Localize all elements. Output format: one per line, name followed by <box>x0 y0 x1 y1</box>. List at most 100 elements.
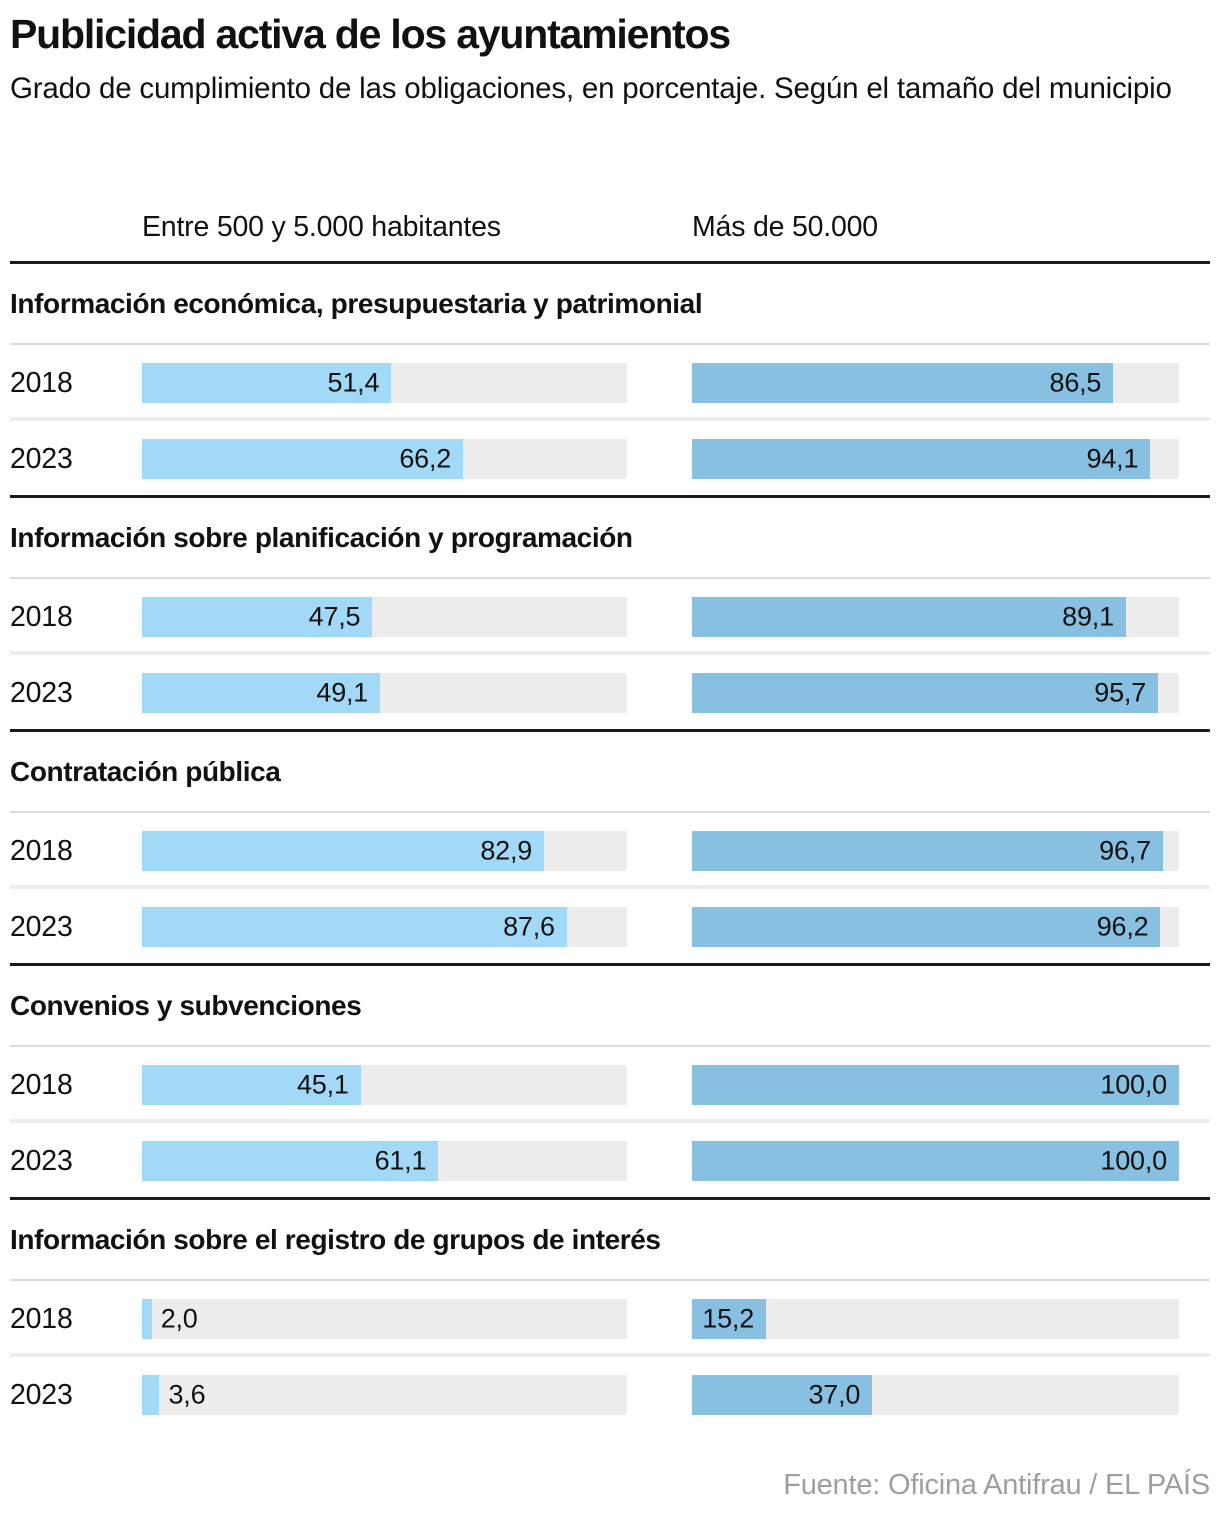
bar-large-municipalities: 95,7 <box>692 673 1159 713</box>
bar-track-large-municipalities: 15,2 <box>692 1299 1179 1339</box>
row-separator <box>10 417 1210 421</box>
section-title: Convenios y subvenciones <box>10 990 362 1021</box>
bar-large-municipalities: 89,1 <box>692 597 1126 637</box>
bar-track-small-municipalities: 47,5 <box>142 597 627 637</box>
year-label: 2018 <box>10 835 73 867</box>
value-label-large-municipalities: 100,0 <box>1100 1145 1167 1176</box>
year-label: 2023 <box>10 677 73 709</box>
value-label-small-municipalities: 87,6 <box>503 911 555 942</box>
section-rows: 2018 45,1 100,0 2023 61,1 100,0 <box>0 963 1220 1197</box>
value-label-small-municipalities: 61,1 <box>374 1145 427 1176</box>
bar-small-municipalities: 87,6 <box>142 907 567 947</box>
bar-track-large-municipalities: 96,7 <box>692 831 1179 871</box>
value-label-small-municipalities: 51,4 <box>327 367 380 398</box>
row-separator <box>10 885 1210 889</box>
year-label: 2018 <box>10 601 73 633</box>
section: Convenios y subvenciones 2018 45,1 100,0… <box>0 963 1220 1197</box>
value-label-large-municipalities: 96,7 <box>1099 835 1151 866</box>
section-rows: 2018 2,0 15,2 2023 3,6 37,0 <box>0 1197 1220 1431</box>
section-header-rule <box>10 811 1210 813</box>
bar-large-municipalities: 100,0 <box>692 1065 1179 1105</box>
bar-track-small-municipalities: 66,2 <box>142 439 627 479</box>
bar-track-small-municipalities: 61,1 <box>142 1141 627 1181</box>
bar-track-small-municipalities: 51,4 <box>142 363 627 403</box>
bar-small-municipalities: 61,1 <box>142 1141 439 1181</box>
section-top-rule <box>10 729 1210 732</box>
bar-large-municipalities: 94,1 <box>692 439 1151 479</box>
bar-row: 2023 49,1 95,7 <box>0 673 1220 713</box>
bar-large-municipalities: 96,7 <box>692 831 1163 871</box>
source-credit: Fuente: Oficina Antifrau / EL PAÍS <box>783 1469 1210 1501</box>
section-top-rule <box>10 495 1210 498</box>
bar-small-municipalities: 82,9 <box>142 831 545 871</box>
section-rows: 2018 51,4 86,5 2023 66,2 94,1 <box>0 261 1220 495</box>
bar-track-small-municipalities: 45,1 <box>142 1065 627 1105</box>
section-title: Información sobre planificación y progra… <box>10 522 633 553</box>
bar-small-municipalities: 47,5 <box>142 597 373 637</box>
bar-row: 2023 87,6 96,2 <box>0 907 1220 947</box>
value-label-large-municipalities: 37,0 <box>808 1379 861 1410</box>
year-label: 2023 <box>10 443 73 475</box>
bar-row: 2023 61,1 100,0 <box>0 1141 1220 1181</box>
year-label: 2023 <box>10 1145 73 1177</box>
bar-track-small-municipalities: 2,0 <box>142 1299 627 1339</box>
row-separator <box>10 1119 1210 1123</box>
value-label-large-municipalities: 94,1 <box>1086 443 1139 474</box>
value-label-large-municipalities: 89,1 <box>1062 601 1114 632</box>
value-label-large-municipalities: 96,2 <box>1096 911 1149 942</box>
year-label: 2023 <box>10 911 73 943</box>
value-label-large-municipalities: 100,0 <box>1100 1069 1167 1100</box>
value-label-small-municipalities: 2,0 <box>160 1303 198 1334</box>
bar-small-municipalities: 45,1 <box>142 1065 361 1105</box>
value-label-large-municipalities: 15,2 <box>702 1303 755 1334</box>
section-header-rule <box>10 343 1210 345</box>
bar-small-municipalities: 66,2 <box>142 439 464 479</box>
section-top-rule <box>10 1197 1210 1200</box>
bar-track-large-municipalities: 94,1 <box>692 439 1179 479</box>
value-label-small-municipalities: 45,1 <box>296 1069 349 1100</box>
year-label: 2018 <box>10 1069 73 1101</box>
bar-row: 2018 82,9 96,7 <box>0 831 1220 871</box>
section-top-rule <box>10 261 1210 264</box>
bar-track-large-municipalities: 100,0 <box>692 1141 1179 1181</box>
section-header-rule <box>10 1045 1210 1047</box>
row-separator <box>10 1353 1210 1357</box>
bar-row: 2018 45,1 100,0 <box>0 1065 1220 1105</box>
chart-title: Publicidad activa de los ayuntamientos <box>10 11 731 57</box>
bar-track-large-municipalities: 86,5 <box>692 363 1179 403</box>
section-title: Contratación pública <box>10 756 281 787</box>
section: Información económica, presupuestaria y … <box>0 261 1220 495</box>
bar-track-small-municipalities: 87,6 <box>142 907 627 947</box>
bar-large-municipalities: 86,5 <box>692 363 1114 403</box>
bar-row: 2018 51,4 86,5 <box>0 363 1220 403</box>
bar-small-municipalities: 2,0 <box>142 1299 198 1339</box>
section-title: Información sobre el registro de grupos … <box>10 1224 661 1255</box>
value-label-small-municipalities: 47,5 <box>308 601 361 632</box>
bar-track-large-municipalities: 95,7 <box>692 673 1179 713</box>
bar-large-municipalities: 96,2 <box>692 907 1161 947</box>
bar-small-municipalities: 51,4 <box>142 363 392 403</box>
bar-small-municipalities: 3,6 <box>142 1375 206 1415</box>
chart-sections: Información económica, presupuestaria y … <box>0 261 1220 1431</box>
bar-track-large-municipalities: 96,2 <box>692 907 1179 947</box>
column-header-large-municipalities: Más de 50.000 <box>692 211 878 243</box>
bar-large-municipalities: 15,2 <box>692 1299 767 1339</box>
bar-row: 2018 47,5 89,1 <box>0 597 1220 637</box>
bar-large-municipalities: 100,0 <box>692 1141 1179 1181</box>
section: Información sobre planificación y progra… <box>0 495 1220 729</box>
column-header-small-municipalities: Entre 500 y 5.000 habitantes <box>142 211 501 243</box>
year-label: 2023 <box>10 1379 73 1411</box>
section-header-rule <box>10 1279 1210 1281</box>
bar-track-large-municipalities: 37,0 <box>692 1375 1179 1415</box>
bar-track-large-municipalities: 89,1 <box>692 597 1179 637</box>
bar-track-small-municipalities: 82,9 <box>142 831 627 871</box>
bar-small-municipalities: 49,1 <box>142 673 381 713</box>
section: Contratación pública 2018 82,9 96,7 2023… <box>0 729 1220 963</box>
bar-row: 2018 2,0 15,2 <box>0 1299 1220 1339</box>
row-separator <box>10 651 1210 655</box>
section-title: Información económica, presupuestaria y … <box>10 288 703 319</box>
bar-track-small-municipalities: 3,6 <box>142 1375 627 1415</box>
value-label-small-municipalities: 82,9 <box>480 835 533 866</box>
bar-large-municipalities: 37,0 <box>692 1375 873 1415</box>
